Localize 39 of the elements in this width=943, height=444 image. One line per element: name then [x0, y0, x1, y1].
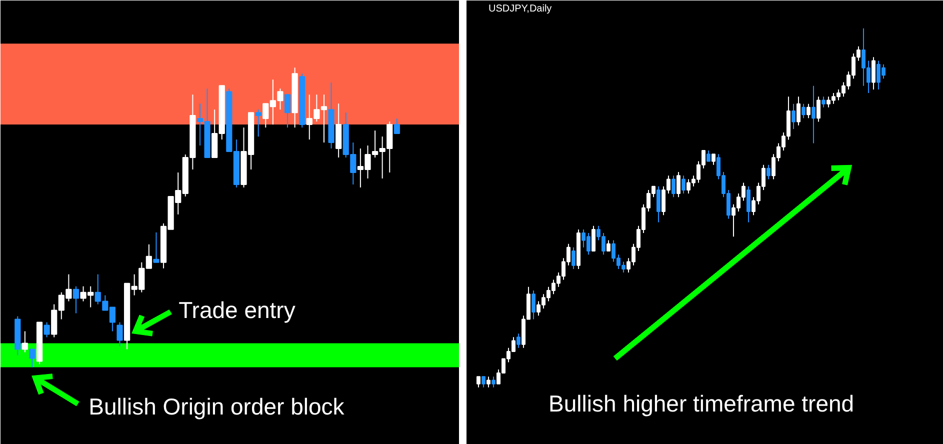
candlestick [482, 376, 486, 388]
candlestick [672, 175, 676, 198]
candlestick [592, 225, 596, 252]
candlestick [822, 96, 826, 108]
candlestick [766, 164, 770, 180]
candlestick [712, 154, 716, 166]
candlestick [816, 96, 820, 122]
candlestick [746, 186, 750, 223]
candlestick [492, 376, 496, 388]
candlestick [806, 103, 810, 119]
candlestick [29, 348, 36, 368]
candlestick [792, 103, 796, 130]
candlestick [812, 85, 816, 144]
candlestick [476, 376, 480, 388]
candlestick [796, 96, 800, 126]
candlestick [44, 322, 50, 338]
text: Bullish higher timeframe trend [548, 390, 854, 416]
candlestick [532, 290, 536, 320]
candlestick [255, 109, 262, 138]
candlestick [516, 333, 520, 348]
candlestick [872, 56, 876, 90]
candlestick [336, 103, 342, 158]
candlestick [656, 186, 660, 223]
candlestick [153, 232, 160, 263]
chart-title: USDJPY,Daily [488, 4, 552, 14]
candlestick [284, 94, 291, 128]
candlestick [802, 103, 806, 119]
candlestick [606, 240, 610, 252]
candlestick [676, 172, 680, 198]
candlestick [706, 150, 710, 162]
candlestick [394, 118, 400, 134]
candlestick [572, 246, 576, 270]
candlestick [72, 286, 80, 314]
text: Bullish Origin order block [88, 394, 345, 420]
annotation: Trade entry [178, 297, 296, 324]
candlestick [22, 330, 28, 353]
candlestick [486, 376, 490, 388]
candlestick [116, 322, 123, 347]
candlestick [682, 175, 686, 194]
